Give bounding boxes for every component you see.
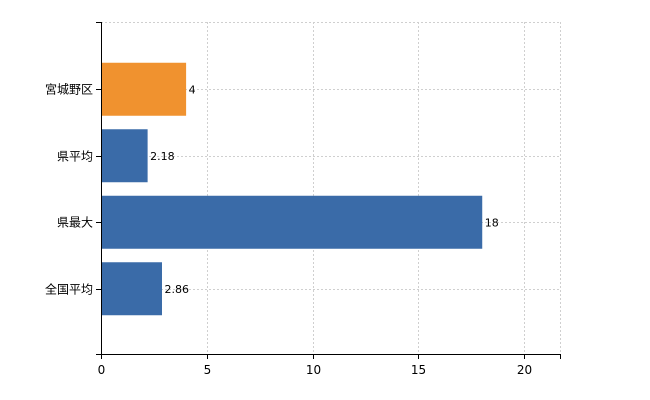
y-tick-label: 宮城野区 — [45, 82, 93, 97]
data-label: 4 — [189, 83, 196, 96]
y-tick-label: 県平均 — [57, 150, 93, 164]
bar-2 — [101, 129, 148, 183]
data-label: 2.86 — [164, 283, 189, 296]
y-tick-label: 県最大 — [57, 216, 93, 230]
x-tick-label: 5 — [204, 363, 212, 377]
x-tick-label: 10 — [306, 363, 321, 377]
x-tick-label: 0 — [98, 363, 106, 377]
data-label: 18 — [485, 216, 499, 229]
y-tick-label: 全国平均 — [45, 282, 93, 297]
x-tick-label: 15 — [411, 363, 426, 377]
bar-3 — [101, 195, 483, 249]
data-label: 2.18 — [150, 150, 175, 163]
bar-4 — [101, 262, 162, 316]
x-tick-label: 20 — [517, 363, 532, 377]
bar-1 — [101, 62, 187, 116]
bars — [101, 62, 483, 316]
axes — [96, 22, 561, 359]
